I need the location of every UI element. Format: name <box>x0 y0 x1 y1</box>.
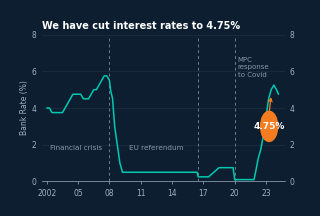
Text: 4.75%: 4.75% <box>253 122 285 131</box>
Text: We have cut interest rates to 4.75%: We have cut interest rates to 4.75% <box>42 21 240 31</box>
Text: MPC
response
to Covid: MPC response to Covid <box>238 57 269 78</box>
Text: Financial crisis: Financial crisis <box>50 145 102 151</box>
Circle shape <box>260 111 278 141</box>
Y-axis label: Bank Rate (%): Bank Rate (%) <box>20 81 29 135</box>
Text: EU referendum: EU referendum <box>129 145 184 151</box>
